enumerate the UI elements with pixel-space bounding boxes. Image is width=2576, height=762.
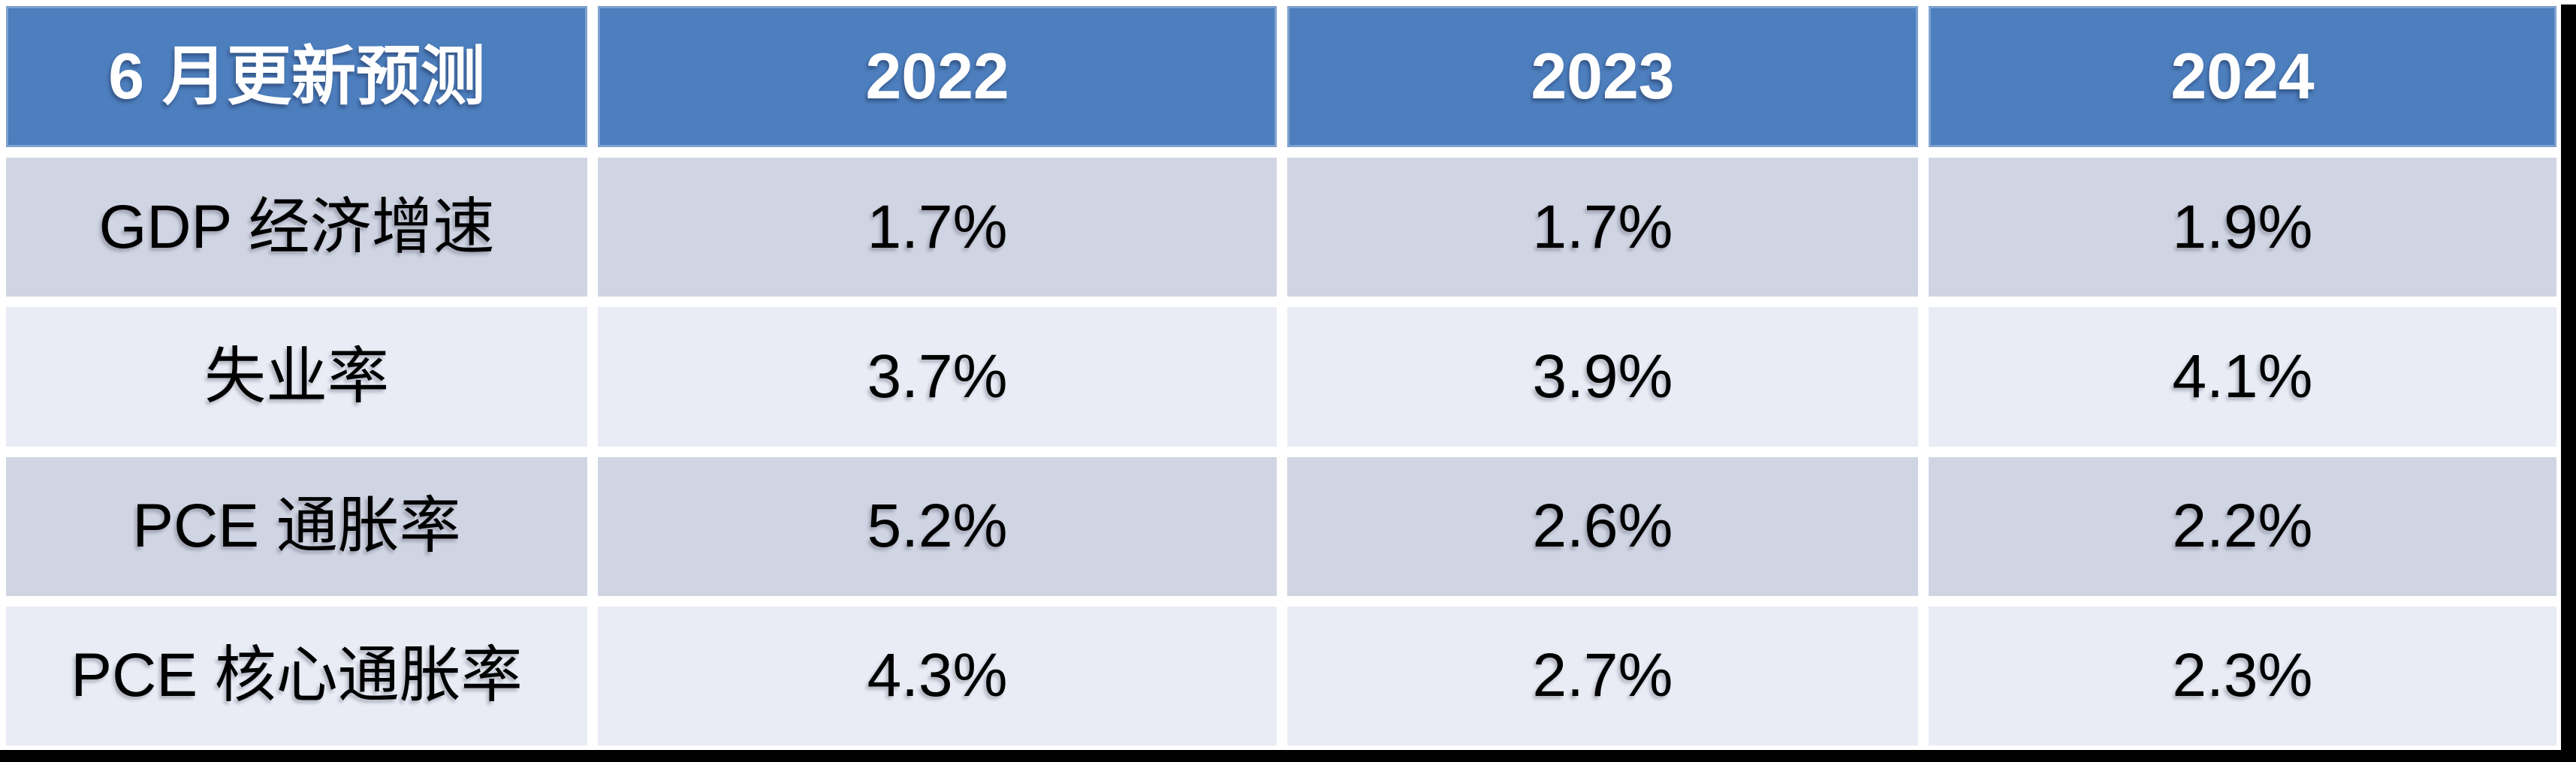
right-edge-bar — [2561, 5, 2576, 762]
value-cell: 2.6% — [1286, 456, 1918, 596]
value-cell: 5.2% — [598, 456, 1277, 596]
value-cell: 2.7% — [1286, 606, 1918, 745]
row-label: PCE 通胀率 — [6, 456, 588, 596]
header-cell-year-2023: 2023 — [1286, 6, 1918, 148]
header-cell-year-2024: 2024 — [1928, 6, 2556, 148]
header-cell-title: 6 月更新预测 — [6, 6, 588, 148]
row-label: PCE 核心通胀率 — [6, 606, 588, 745]
value-cell: 4.1% — [1928, 307, 2556, 447]
value-cell: 1.7% — [1286, 158, 1918, 297]
value-cell: 1.9% — [1928, 158, 2556, 297]
row-label: 失业率 — [6, 307, 588, 447]
value-cell: 4.3% — [598, 606, 1277, 745]
value-cell: 3.7% — [598, 307, 1277, 447]
value-cell: 2.2% — [1928, 456, 2556, 596]
row-label: GDP 经济增速 — [6, 158, 588, 297]
value-cell: 3.9% — [1286, 307, 1918, 447]
value-cell: 1.7% — [598, 158, 1277, 297]
forecast-table: 6 月更新预测 2022 2023 2024 GDP 经济增速 1.7% 1.7… — [6, 6, 2556, 745]
value-cell: 2.3% — [1928, 606, 2556, 745]
bottom-edge-bar — [0, 750, 2576, 762]
header-cell-year-2022: 2022 — [598, 6, 1277, 148]
